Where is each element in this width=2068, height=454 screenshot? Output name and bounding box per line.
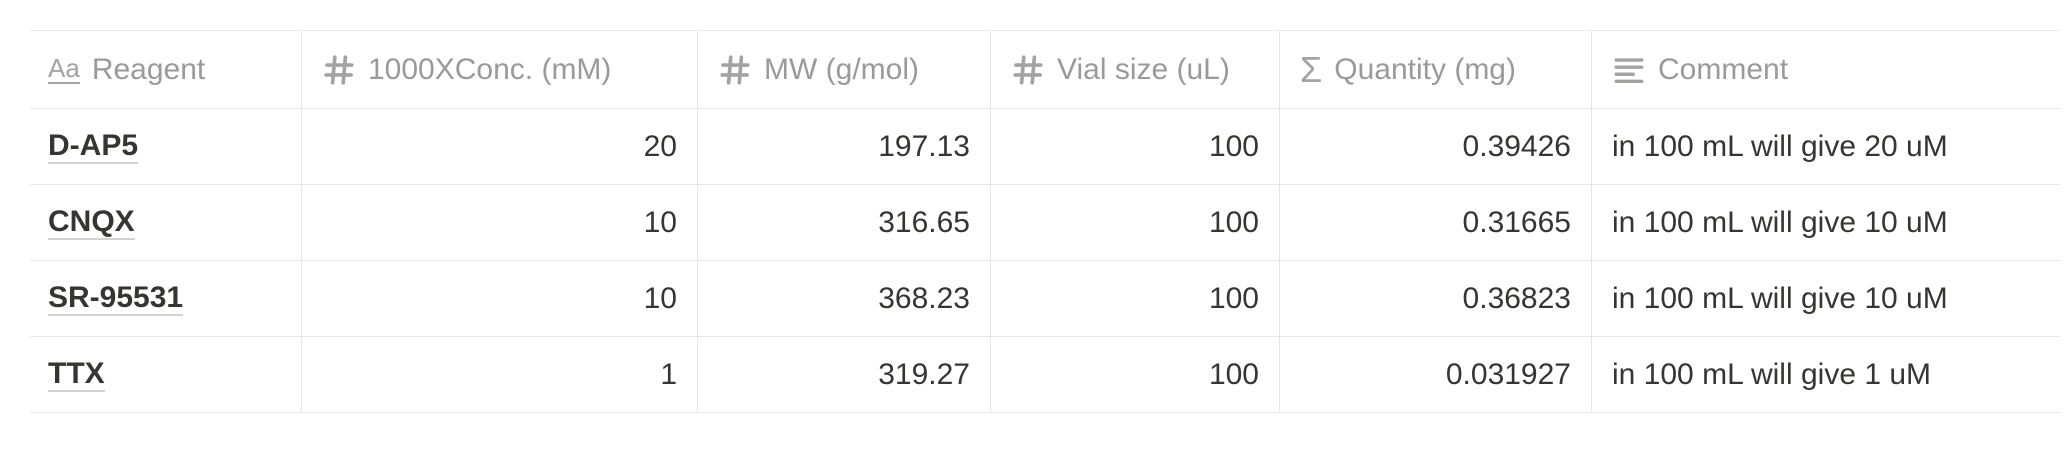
reagent-name[interactable]: SR-95531 xyxy=(48,281,184,316)
column-header-quantity[interactable]: Σ Quantity (mg) xyxy=(1280,31,1592,108)
reagent-name[interactable]: TTX xyxy=(48,357,105,392)
table-header-row: Aa Reagent 1000XConc. (mM) MW (g/mol) Vi… xyxy=(30,31,2060,109)
column-header-comment[interactable]: Comment xyxy=(1592,31,2060,108)
cell-vial[interactable]: 100 xyxy=(991,185,1280,260)
cell-quantity[interactable]: 0.031927 xyxy=(1280,337,1592,412)
cell-comment[interactable]: in 100 mL will give 10 uM xyxy=(1612,281,1948,315)
column-header-label: Reagent xyxy=(91,52,206,86)
column-header-conc[interactable]: 1000XConc. (mM) xyxy=(302,31,698,108)
cell-conc[interactable]: 1 xyxy=(302,337,698,412)
column-header-label: Comment xyxy=(1658,52,1789,86)
column-header-label: MW (g/mol) xyxy=(764,52,919,86)
cell-vial[interactable]: 100 xyxy=(991,261,1280,336)
cell-mw[interactable]: 197.13 xyxy=(698,109,991,184)
table-row: SR-95531 10 368.23 100 0.36823 in 100 mL… xyxy=(30,261,2060,337)
cell-reagent[interactable]: CNQX xyxy=(30,185,302,260)
column-header-label: Vial size (uL) xyxy=(1057,52,1230,86)
cell-vial[interactable]: 100 xyxy=(991,109,1280,184)
cell-vial[interactable]: 100 xyxy=(991,337,1280,412)
text-lines-icon xyxy=(1612,53,1646,87)
reagent-name[interactable]: D-AP5 xyxy=(48,129,139,164)
cell-quantity[interactable]: 0.39426 xyxy=(1280,109,1592,184)
cell-quantity[interactable]: 0.36823 xyxy=(1280,261,1592,336)
cell-comment[interactable]: in 100 mL will give 20 uM xyxy=(1612,129,1948,163)
column-header-label: 1000XConc. (mM) xyxy=(368,52,612,86)
column-header-label: Quantity (mg) xyxy=(1334,52,1516,86)
cell-reagent[interactable]: D-AP5 xyxy=(30,109,302,184)
column-header-reagent[interactable]: Aa Reagent xyxy=(30,31,302,108)
cell-comment[interactable]: in 100 mL will give 10 uM xyxy=(1612,205,1948,239)
hash-icon xyxy=(322,53,356,87)
cell-mw[interactable]: 319.27 xyxy=(698,337,991,412)
cell-conc[interactable]: 20 xyxy=(302,109,698,184)
table-row: D-AP5 20 197.13 100 0.39426 in 100 mL wi… xyxy=(30,109,2060,185)
table-row: TTX 1 319.27 100 0.031927 in 100 mL will… xyxy=(30,337,2060,413)
reagent-name[interactable]: CNQX xyxy=(48,205,135,240)
hash-icon xyxy=(1011,53,1045,87)
cell-mw[interactable]: 368.23 xyxy=(698,261,991,336)
column-header-mw[interactable]: MW (g/mol) xyxy=(698,31,991,108)
cell-conc[interactable]: 10 xyxy=(302,185,698,260)
cell-quantity[interactable]: 0.31665 xyxy=(1280,185,1592,260)
cell-comment[interactable]: in 100 mL will give 1 uM xyxy=(1612,357,1932,391)
formula-sigma-icon: Σ xyxy=(1300,48,1323,90)
title-property-icon: Aa xyxy=(48,53,80,84)
hash-icon xyxy=(718,53,752,87)
cell-mw[interactable]: 316.65 xyxy=(698,185,991,260)
column-header-vial[interactable]: Vial size (uL) xyxy=(991,31,1280,108)
cell-reagent[interactable]: TTX xyxy=(30,337,302,412)
reagent-table: Aa Reagent 1000XConc. (mM) MW (g/mol) Vi… xyxy=(30,30,2060,413)
cell-conc[interactable]: 10 xyxy=(302,261,698,336)
cell-reagent[interactable]: SR-95531 xyxy=(30,261,302,336)
table-row: CNQX 10 316.65 100 0.31665 in 100 mL wil… xyxy=(30,185,2060,261)
